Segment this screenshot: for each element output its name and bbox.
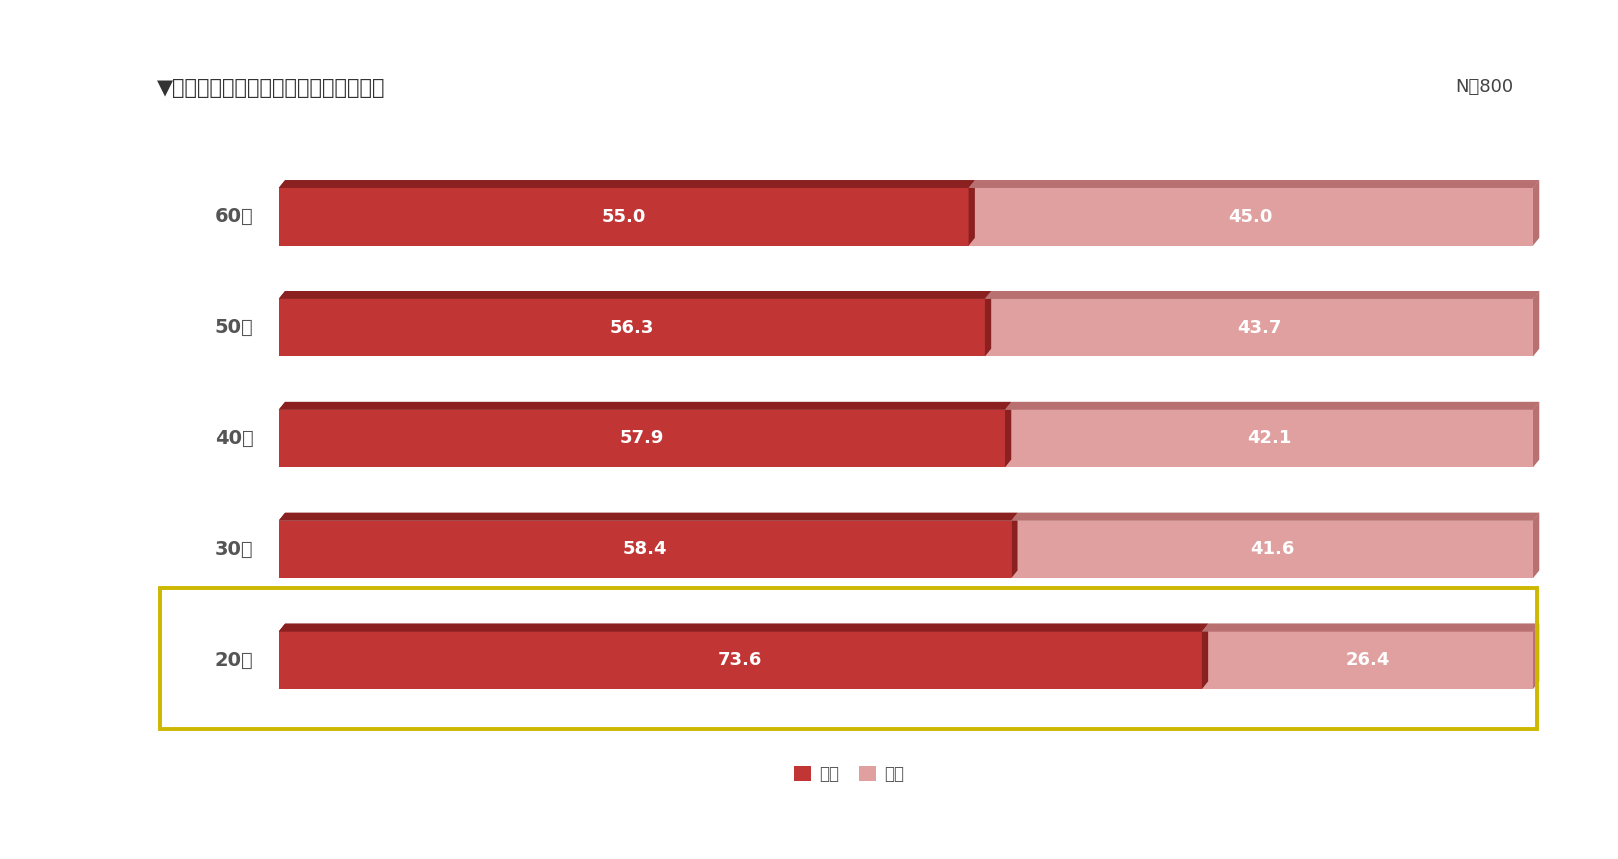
Text: 41.6: 41.6 [1251,540,1294,558]
Polygon shape [278,402,1011,410]
Bar [969,188,1532,246]
Text: 30代: 30代 [215,539,254,559]
Polygon shape [1532,291,1539,356]
Polygon shape [969,180,1539,188]
Polygon shape [1202,624,1209,689]
Polygon shape [278,180,976,188]
Bar [278,410,1005,467]
Polygon shape [1005,402,1539,410]
Text: 40代: 40代 [215,429,254,448]
Polygon shape [1011,513,1539,521]
Bar [1011,521,1532,578]
Polygon shape [278,402,1011,410]
Bar [278,299,985,356]
Bar [278,631,1202,689]
Text: ▼見たい番組被った経験　回答　世代別: ▼見たい番組被った経験 回答 世代別 [157,78,385,98]
Text: N＝800: N＝800 [1455,78,1513,96]
Bar [160,588,1537,729]
Polygon shape [1011,513,1539,521]
Text: 55.0: 55.0 [602,208,646,226]
Polygon shape [1532,513,1539,578]
Polygon shape [985,291,1539,299]
Text: 50代: 50代 [215,318,254,337]
Bar [1005,410,1532,467]
Polygon shape [969,180,976,246]
Polygon shape [1005,402,1011,467]
Text: 26.4: 26.4 [1345,651,1390,669]
Polygon shape [1532,180,1539,246]
Polygon shape [985,291,1539,299]
Polygon shape [278,624,1209,631]
Text: 73.6: 73.6 [718,651,762,669]
Polygon shape [278,513,1018,521]
Bar [278,521,1011,578]
Text: 42.1: 42.1 [1247,430,1291,448]
Text: 58.4: 58.4 [623,540,667,558]
Bar [985,299,1532,356]
Text: 60代: 60代 [215,207,254,226]
Bar [1202,631,1532,689]
Polygon shape [1202,624,1539,631]
Text: 20代: 20代 [215,651,254,670]
Polygon shape [278,291,992,299]
Polygon shape [1005,402,1539,410]
Polygon shape [969,180,1539,188]
Text: 45.0: 45.0 [1228,208,1273,226]
Polygon shape [278,624,1209,631]
Text: 43.7: 43.7 [1236,319,1281,337]
Polygon shape [278,513,1018,521]
Polygon shape [1011,513,1018,578]
Polygon shape [278,291,992,299]
Text: 57.9: 57.9 [620,430,663,448]
Text: 56.3: 56.3 [610,319,654,337]
Polygon shape [1532,402,1539,467]
Polygon shape [1532,624,1539,689]
Legend: ある, ない: ある, ない [788,758,911,790]
Polygon shape [1202,624,1539,631]
Bar [278,188,969,246]
Polygon shape [278,180,976,188]
Polygon shape [985,291,992,356]
